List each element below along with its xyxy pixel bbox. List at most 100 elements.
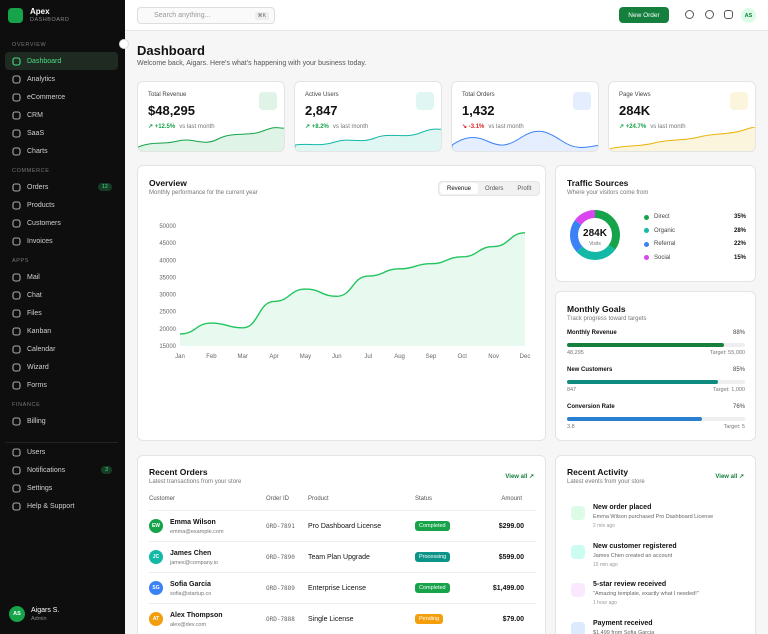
tab[interactable]: Revenue bbox=[440, 183, 479, 194]
topbar: Search anything... ⌘K New Order AS bbox=[125, 0, 768, 31]
nav-label: Products bbox=[27, 201, 55, 209]
view-all[interactable]: View all ↗ bbox=[505, 474, 534, 480]
change-note: vs last month bbox=[332, 124, 369, 130]
nav-item[interactable]: Files bbox=[5, 304, 118, 322]
order-row[interactable]: SG Sofia Garcia sofia@startup.co ORD-7889 En… bbox=[149, 572, 536, 603]
order-row[interactable]: AT Alex Thompson alex@dev.com ORD-7888 Singl… bbox=[149, 603, 536, 634]
nav-item[interactable]: Products bbox=[5, 196, 118, 214]
page-subtitle: Welcome back, Aigars. Here's what's happ… bbox=[137, 60, 367, 67]
nav-item[interactable]: Billing bbox=[5, 412, 118, 430]
goal-current: 48,295 bbox=[567, 350, 584, 356]
nav-item[interactable]: eCommerce bbox=[5, 88, 118, 106]
icon bbox=[12, 236, 21, 246]
nav-item[interactable]: Chat bbox=[5, 286, 118, 304]
nav-item[interactable]: Charts bbox=[5, 142, 118, 160]
icon bbox=[12, 380, 21, 390]
legend-label: Social bbox=[654, 254, 671, 261]
nav-item[interactable]: Users bbox=[5, 443, 118, 461]
column-header: Customer bbox=[149, 496, 176, 502]
card-title: Overview bbox=[149, 178, 187, 188]
stat-icon bbox=[573, 92, 591, 110]
nav-item[interactable]: Orders 12 bbox=[5, 178, 118, 196]
stat-change: ↗ +8.2% vs last month bbox=[305, 123, 368, 130]
change-value: ↗ +12.5% bbox=[148, 124, 176, 130]
status-badge: Processing bbox=[415, 552, 451, 562]
orders-card: Recent Orders Latest transactions from y… bbox=[137, 455, 546, 634]
nav: OVERVIEW Dashboard Analytics eCommerce CRM Sa… bbox=[5, 38, 118, 430]
line-area bbox=[180, 232, 525, 346]
sparkline-area bbox=[452, 130, 598, 151]
activity-time: 2 min ago bbox=[593, 523, 615, 529]
theme-icon[interactable] bbox=[685, 10, 694, 19]
sparkline bbox=[138, 127, 284, 151]
nav-label: eCommerce bbox=[27, 93, 66, 101]
nav-label: SaaS bbox=[27, 129, 45, 137]
goal: New Customers 85% 847 Target: 1,000 bbox=[567, 367, 745, 401]
icon bbox=[12, 308, 21, 318]
donut-segment bbox=[570, 210, 620, 260]
order-id: ORD-7889 bbox=[266, 585, 295, 592]
nav-item[interactable]: Settings bbox=[5, 479, 118, 497]
stat-label: Active Users bbox=[305, 92, 339, 98]
goal-current: 847 bbox=[567, 387, 577, 393]
stat-card: Total Orders 1,432 ↘ -3.1% vs last month bbox=[451, 81, 599, 152]
icon-shape bbox=[12, 56, 21, 66]
stat-card: Active Users 2,847 ↗ +8.2% vs last month bbox=[294, 81, 442, 152]
nav-item[interactable]: Analytics bbox=[5, 70, 118, 88]
goal-target: Target: 1,000 bbox=[712, 387, 745, 393]
view-all[interactable]: View all ↗ bbox=[715, 474, 744, 480]
icon-shape bbox=[12, 218, 21, 228]
icon-shape bbox=[12, 465, 21, 475]
order-id: ORD-7888 bbox=[266, 616, 295, 623]
nav-section-label: FINANCE bbox=[12, 402, 41, 408]
nav-item[interactable]: Calendar bbox=[5, 340, 118, 358]
search[interactable]: Search anything... ⌘K bbox=[137, 7, 275, 24]
nav-item[interactable]: Help & Support bbox=[5, 497, 118, 515]
nav-item[interactable]: Forms bbox=[5, 376, 118, 394]
order-row[interactable]: EW Emma Wilson emma@example.com ORD-7891 Pro… bbox=[149, 510, 536, 541]
bell-icon[interactable] bbox=[724, 10, 733, 19]
collapse-button[interactable] bbox=[119, 39, 129, 49]
nav-label: Forms bbox=[27, 381, 47, 389]
nav-item[interactable]: Wizard bbox=[5, 358, 118, 376]
amount: $79.00 bbox=[502, 616, 524, 623]
legend-value: 35% bbox=[733, 214, 746, 220]
icon-shape bbox=[12, 362, 21, 372]
goal-label: Monthly Revenue bbox=[567, 330, 617, 336]
nav-item[interactable]: Mail bbox=[5, 268, 118, 286]
top-avatar[interactable]: AS bbox=[741, 8, 756, 23]
nav-item[interactable]: CRM bbox=[5, 106, 118, 124]
nav-item[interactable]: Kanban bbox=[5, 322, 118, 340]
nav-item[interactable]: SaaS bbox=[5, 124, 118, 142]
legend-item: Organic 28% bbox=[644, 225, 746, 237]
goal-track bbox=[567, 380, 745, 384]
new-order-button[interactable]: New Order bbox=[619, 7, 669, 23]
nav-item[interactable]: Customers bbox=[5, 214, 118, 232]
nav-label: CRM bbox=[27, 111, 43, 119]
card-title: Recent Orders bbox=[149, 467, 208, 477]
tab[interactable]: Profit bbox=[517, 186, 532, 192]
amount: $599.00 bbox=[498, 554, 524, 561]
y-tick-label: 35000 bbox=[159, 275, 176, 281]
icon-shape bbox=[12, 128, 21, 138]
palette-icon[interactable] bbox=[705, 10, 714, 19]
legend-item: Referral 22% bbox=[644, 238, 746, 250]
icon-shape bbox=[12, 236, 21, 246]
stat-label: Page Views bbox=[619, 92, 651, 98]
nav-item[interactable]: Invoices bbox=[5, 232, 118, 250]
legend-dot bbox=[644, 241, 649, 247]
x-tick-label: Jul bbox=[364, 354, 372, 360]
icon bbox=[12, 465, 21, 475]
amount: $299.00 bbox=[498, 523, 524, 530]
nav-item[interactable]: Dashboard bbox=[5, 52, 118, 70]
goal: Monthly Revenue 88% 48,295 Target: 55,000 bbox=[567, 330, 745, 364]
tab[interactable]: Orders bbox=[485, 186, 504, 192]
nav-item[interactable]: Notifications 3 bbox=[5, 461, 118, 479]
card-title: Traffic Sources bbox=[567, 178, 629, 188]
change-note: vs last month bbox=[650, 124, 686, 130]
user[interactable]: AS Aigars S. Admin bbox=[9, 606, 59, 622]
order-row[interactable]: JC James Chen james@company.io ORD-7890 Team… bbox=[149, 541, 536, 572]
stat-icon bbox=[730, 92, 748, 110]
search-placeholder: Search anything... bbox=[154, 12, 211, 19]
change-note: vs last month bbox=[488, 124, 524, 130]
